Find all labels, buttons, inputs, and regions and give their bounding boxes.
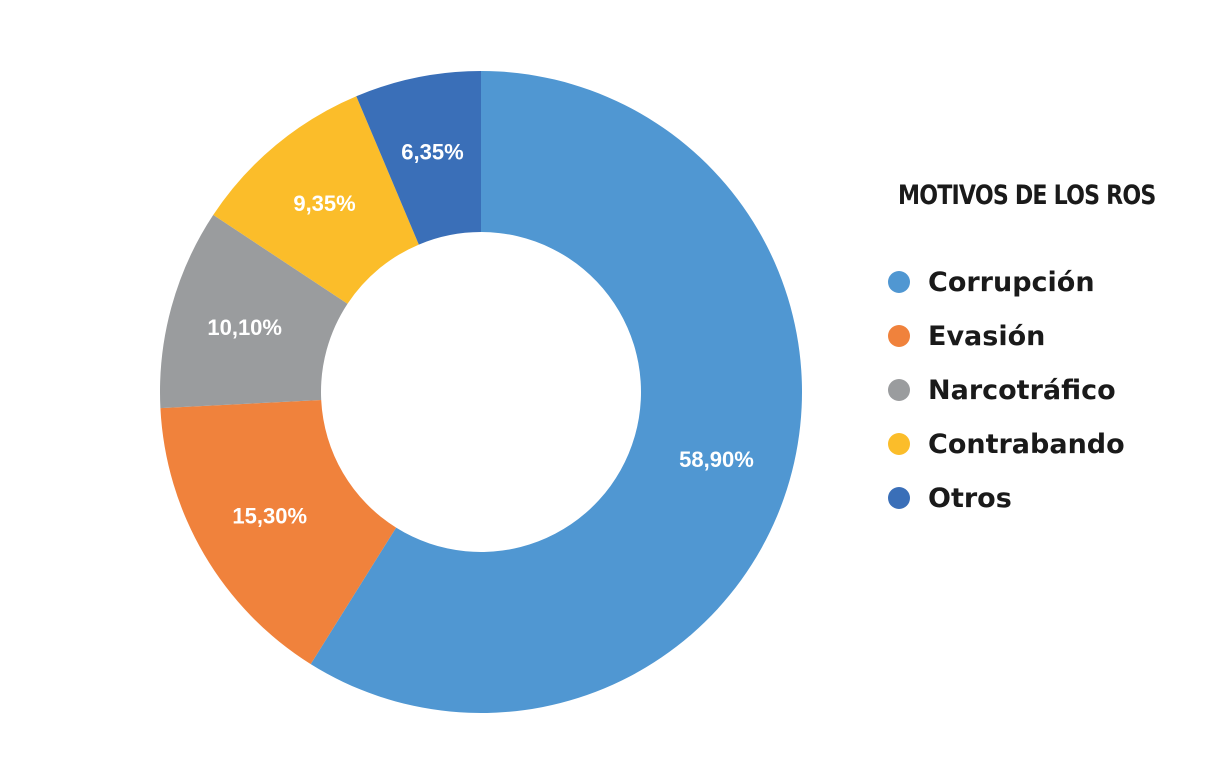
legend-list: Corrupción Evasión Narcotráfico Contrabando… xyxy=(888,255,1212,525)
legend-label-evasion: Evasión xyxy=(928,320,1046,352)
legend-label-narcotrafico: Narcotráfico xyxy=(928,374,1116,406)
legend: MOTIVOS DE LOS ROS Corrupción Evasión Narc… xyxy=(888,180,1212,525)
slice-label-narcotrafico: 10,10% xyxy=(207,315,282,340)
legend-item-narcotrafico: Narcotráfico xyxy=(888,363,1212,417)
slice-evasion xyxy=(160,400,397,665)
slice-label-evasion: 15,30% xyxy=(232,504,307,529)
legend-label-contrabando: Contrabando xyxy=(928,428,1125,460)
legend-swatch-corrupcion xyxy=(888,271,910,293)
donut-slices xyxy=(160,71,803,713)
legend-item-corrupcion: Corrupción xyxy=(888,255,1212,309)
legend-label-otros: Otros xyxy=(928,482,1012,514)
legend-item-contrabando: Contrabando xyxy=(888,417,1212,471)
slice-narcotrafico xyxy=(160,214,348,409)
legend-swatch-contrabando xyxy=(888,433,910,455)
legend-item-otros: Otros xyxy=(888,471,1212,525)
slice-label-otros: 6,35% xyxy=(401,139,463,164)
slice-label-contrabando: 9,35% xyxy=(293,191,355,216)
legend-swatch-evasion xyxy=(888,325,910,347)
slice-labels: 58,90% 15,30% 10,10% 9,35% 6,35% xyxy=(207,139,753,528)
legend-swatch-narcotrafico xyxy=(888,379,910,401)
legend-item-evasion: Evasión xyxy=(888,309,1212,363)
legend-swatch-otros xyxy=(888,487,910,509)
slice-label-corrupcion: 58,90% xyxy=(679,447,754,472)
slice-otros xyxy=(356,71,481,245)
chart-title: MOTIVOS DE LOS ROS xyxy=(898,180,1156,211)
legend-label-corrupcion: Corrupción xyxy=(928,266,1095,298)
slice-corrupcion xyxy=(310,71,803,713)
slice-contrabando xyxy=(213,96,419,304)
